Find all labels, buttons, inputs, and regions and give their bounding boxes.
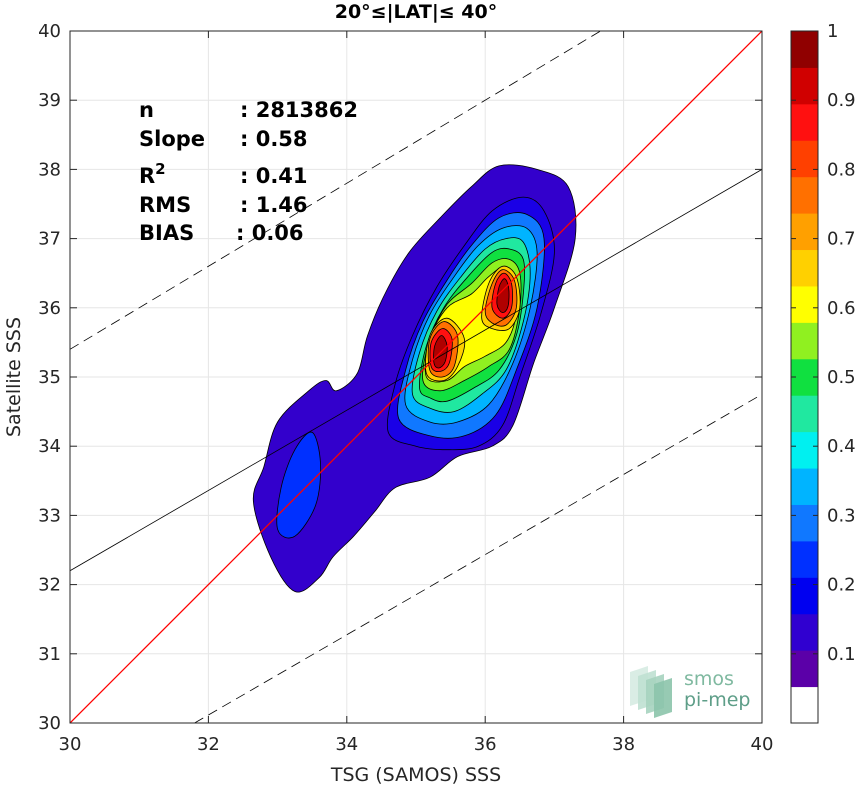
colorbar-segment xyxy=(791,249,818,287)
colorbar-tick-label: 0.9 xyxy=(827,90,856,111)
y-tick-label: 31 xyxy=(38,644,61,665)
y-tick-label: 36 xyxy=(38,298,61,319)
stat-key-superscript: 2 xyxy=(155,160,165,178)
x-tick-label: 32 xyxy=(197,734,220,755)
x-tick-label: 30 xyxy=(59,734,82,755)
colorbar-segment xyxy=(791,431,818,469)
colorbar-segment xyxy=(791,67,818,105)
y-tick-label: 34 xyxy=(38,436,61,457)
colorbar-segment xyxy=(791,613,818,651)
stats-box: n : 2813862 Slope : 0.58 R2 : 0.41 RMS : 1.46 BI… xyxy=(139,98,358,245)
colorbar-tick-label: 1 xyxy=(827,21,838,42)
y-tick-label: 30 xyxy=(38,713,61,734)
colorbar-tick-label: 0.3 xyxy=(827,505,856,526)
colorbar-segment xyxy=(791,577,818,615)
colorbar-tick-label: 0.7 xyxy=(827,229,856,250)
x-tick-label: 36 xyxy=(474,734,497,755)
density-contours xyxy=(252,164,577,593)
y-tick-label: 33 xyxy=(38,505,61,526)
stat-key: RMS xyxy=(139,193,191,217)
stat-key: n xyxy=(139,98,154,122)
stat-value: : 0.58 xyxy=(240,127,308,151)
colorbar-tick-label: 0.6 xyxy=(827,298,856,319)
regression-line xyxy=(70,169,762,572)
y-tick-label: 40 xyxy=(38,21,61,42)
stat-value: : 1.46 xyxy=(240,193,308,217)
y-tick-label: 35 xyxy=(38,367,61,388)
y-tick-label: 32 xyxy=(38,575,61,596)
identity-line xyxy=(70,31,762,723)
y-tick-label: 39 xyxy=(38,90,61,111)
colorbar-segment xyxy=(791,31,818,68)
stat-key: R2 xyxy=(139,160,166,188)
y-tick-label: 38 xyxy=(38,159,61,180)
colorbar-segment xyxy=(791,504,818,542)
x-axis-ticks: 30 32 34 36 38 40 xyxy=(59,31,774,755)
colorbar-tick-label: 0.5 xyxy=(827,367,856,388)
logo-text-top: smos xyxy=(684,668,734,690)
colorbar-segment xyxy=(791,686,818,724)
colorbar-segment xyxy=(791,140,818,178)
colorbar-segment xyxy=(791,103,818,141)
x-axis-label: TSG (SAMOS) SSS xyxy=(330,764,501,786)
colorbar-segment xyxy=(791,650,818,688)
colorbar-tick-label: 0.2 xyxy=(827,575,856,596)
stat-value: : 0.41 xyxy=(240,164,308,188)
colorbar-segment xyxy=(791,468,818,505)
colorbar-tick-label: 0.8 xyxy=(827,159,856,180)
colorbar-segment xyxy=(791,213,818,251)
stat-value: : 0.06 xyxy=(236,221,304,245)
colorbar: 0.1 0.2 0.3 0.4 0.5 0.6 0.7 0.8 0.9 1 xyxy=(790,21,856,724)
x-tick-label: 40 xyxy=(751,734,774,755)
y-tick-label: 37 xyxy=(38,229,61,250)
stat-value: : 2813862 xyxy=(240,98,358,122)
upper-bound-line xyxy=(70,31,602,350)
x-tick-label: 38 xyxy=(612,734,635,755)
stat-key: Slope xyxy=(139,127,205,151)
colorbar-tick-label: 0.4 xyxy=(827,436,856,457)
reference-lines xyxy=(70,31,762,723)
lower-bound-line xyxy=(194,393,762,723)
contour-level-0_25 xyxy=(276,431,322,539)
chart-title: 20°≤|LAT|≤ 40° xyxy=(335,1,498,23)
colorbar-segment xyxy=(791,285,818,323)
colorbar-segment xyxy=(791,322,818,360)
colorbar-tick-label: 0.1 xyxy=(827,644,856,665)
logo-text-bottom: pi-mep xyxy=(684,689,750,711)
colorbar-segment xyxy=(791,540,818,578)
y-axis-label: Satellite SSS xyxy=(3,317,25,437)
colorbar-segment xyxy=(791,176,818,214)
y-axis-ticks: 30 31 32 33 34 35 36 37 38 39 40 xyxy=(38,21,762,734)
stat-key: BIAS xyxy=(139,221,194,245)
logo-sheet-shape xyxy=(654,678,672,718)
x-tick-label: 34 xyxy=(335,734,358,755)
colorbar-segment xyxy=(791,395,818,433)
